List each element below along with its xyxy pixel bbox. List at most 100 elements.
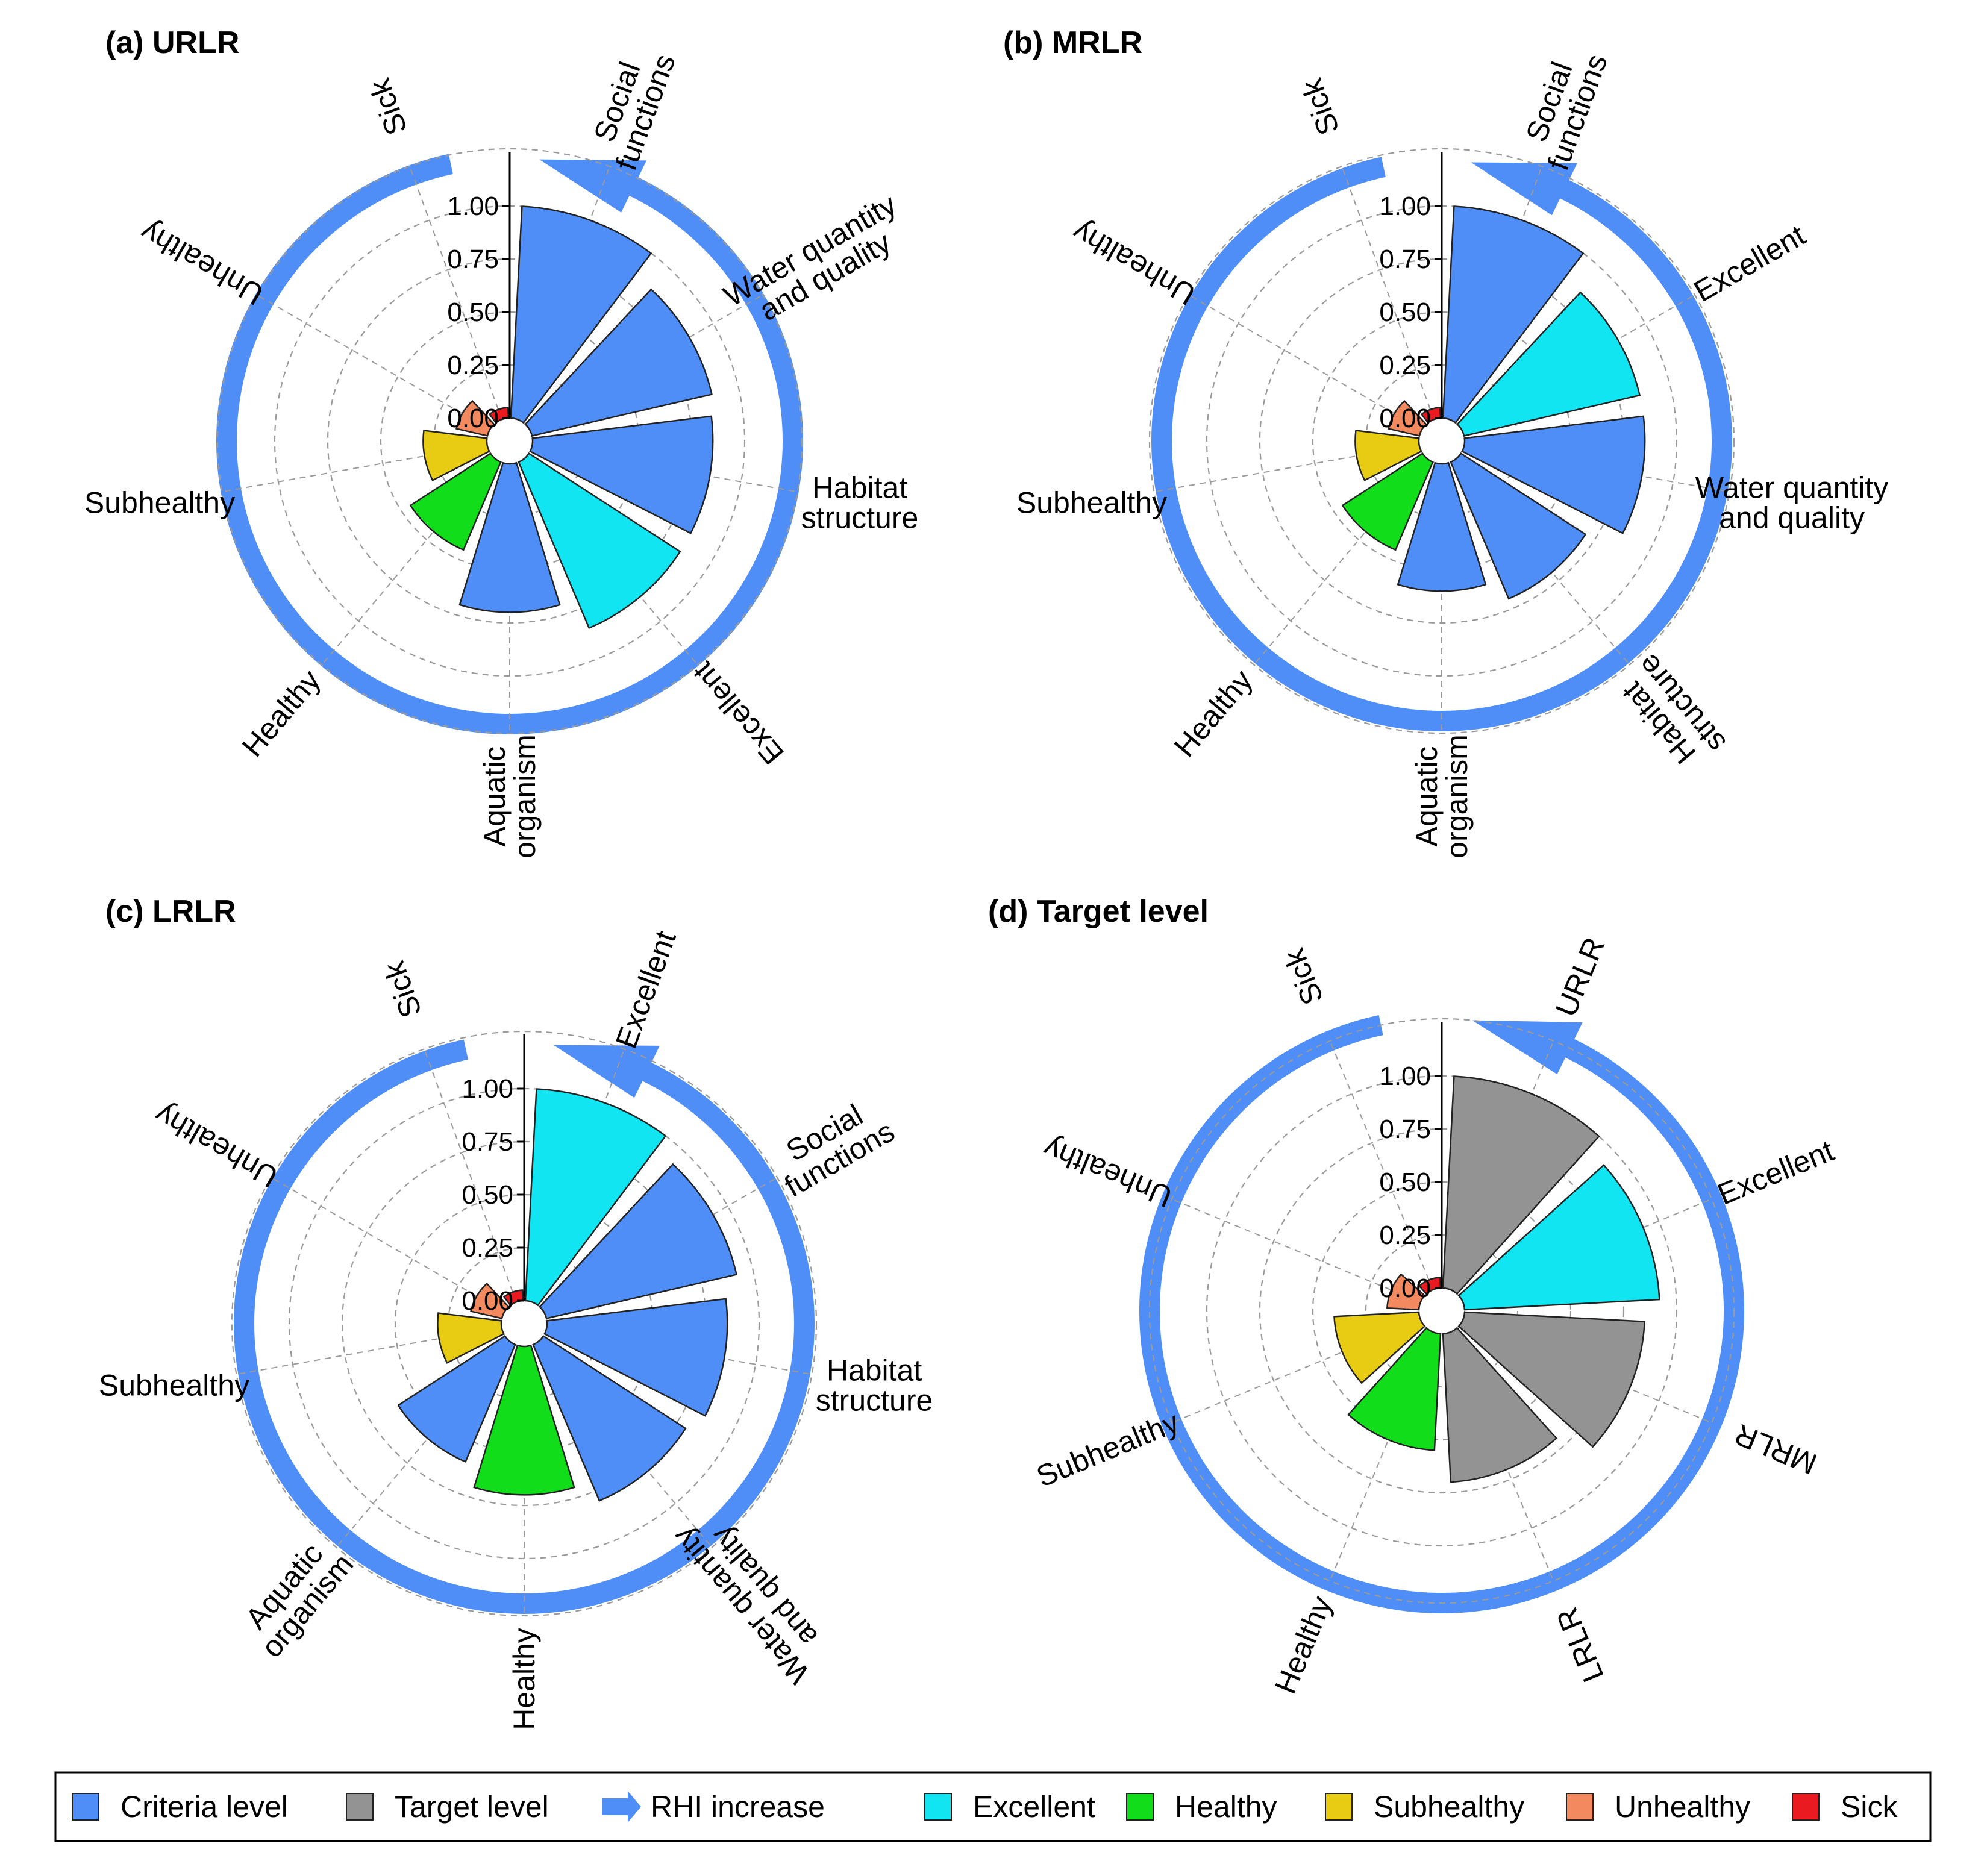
bar-excellent bbox=[518, 452, 681, 630]
category-label: Healthy bbox=[507, 1628, 541, 1730]
outer-grid-circle bbox=[231, 1030, 818, 1617]
radial-tick-label: 0.75 bbox=[1379, 245, 1431, 274]
bar-aquatic-organism bbox=[397, 1334, 516, 1463]
bar-healthy bbox=[1341, 452, 1434, 551]
bar-habitat-structure bbox=[543, 1298, 728, 1417]
bar-subhealthy bbox=[1333, 1311, 1426, 1384]
grid-circle bbox=[1365, 1234, 1519, 1388]
grid-spoke bbox=[1188, 294, 1422, 430]
radial-tick-label: 1.00 bbox=[462, 1074, 513, 1104]
bar-subhealthy bbox=[422, 430, 490, 481]
bar-urlr bbox=[1442, 1075, 1600, 1295]
radial-tick-label: 0.00 bbox=[462, 1286, 513, 1316]
inner-circle bbox=[1418, 1287, 1465, 1334]
category-label: Aquaticorganism bbox=[1410, 734, 1474, 858]
rhi-arrow-head-icon bbox=[539, 159, 647, 213]
category-label-line: organism bbox=[508, 734, 542, 858]
bar-habitat-structure bbox=[1450, 452, 1587, 600]
bar-water-quantity-and-quality bbox=[532, 1334, 687, 1502]
bar-subhealthy bbox=[437, 1312, 505, 1364]
legend-label-target: Target level bbox=[395, 1790, 549, 1824]
rhi-arrow-head-icon bbox=[1471, 162, 1577, 216]
bar-sick bbox=[1420, 407, 1442, 424]
category-label-line: Subhealthy bbox=[1016, 486, 1167, 519]
category-label: Subhealthy bbox=[99, 1368, 249, 1402]
category-label-line: Water quantity bbox=[1695, 471, 1889, 504]
legend-swatch-criteria bbox=[72, 1793, 99, 1821]
legend-swatch-excellent bbox=[924, 1793, 952, 1821]
bar-unhealthy bbox=[1388, 399, 1427, 437]
legend-label-subhealthy: Subhealthy bbox=[1374, 1790, 1524, 1824]
bar-sick bbox=[502, 1289, 524, 1307]
bar-subhealthy bbox=[1354, 430, 1422, 481]
radial-tick-label: 0.25 bbox=[447, 351, 499, 380]
radial-tick-label: 1.00 bbox=[447, 192, 499, 221]
panel-title: (a) URLR bbox=[105, 25, 239, 60]
legend-swatch-sick bbox=[1792, 1793, 1820, 1821]
bar-lrlr bbox=[1442, 1327, 1558, 1483]
grid-spoke bbox=[1171, 1198, 1421, 1303]
category-label-line: structure bbox=[801, 501, 919, 534]
bar-excellent bbox=[1457, 1164, 1660, 1311]
radial-tick-label: 0.25 bbox=[1379, 351, 1431, 380]
panel-title: (d) Target level bbox=[988, 894, 1209, 929]
legend-swatch-subhealthy bbox=[1325, 1793, 1353, 1821]
radial-tick-label: 0.50 bbox=[1379, 1168, 1431, 1197]
category-label-line: and quality bbox=[1719, 501, 1865, 534]
category-label-line: structure bbox=[816, 1383, 933, 1417]
category-label-line: organism bbox=[1440, 734, 1474, 858]
legend-label-excellent: Excellent bbox=[973, 1790, 1095, 1824]
outer-grid-circle bbox=[216, 148, 803, 734]
panel-title: (c) LRLR bbox=[105, 894, 236, 929]
bar-sick bbox=[488, 407, 510, 424]
panel-a-urlr: (a) URLR 0.000.250.500.751.00Socialfunct… bbox=[84, 25, 918, 858]
bar-water-quantity-and-quality bbox=[1461, 415, 1646, 534]
bar-sick bbox=[1418, 1277, 1442, 1295]
category-label-line: Habitat bbox=[812, 471, 908, 504]
legend-label-healthy: Healthy bbox=[1175, 1790, 1277, 1824]
bar-aquatic-organism bbox=[1397, 461, 1487, 592]
bar-social-functions bbox=[510, 205, 652, 424]
bar-healthy bbox=[409, 452, 502, 551]
radial-tick-label: 0.50 bbox=[1379, 298, 1431, 327]
category-label-line: Aquatic bbox=[1410, 746, 1444, 847]
radial-tick-label: 0.75 bbox=[1379, 1115, 1431, 1144]
radial-tick-label: 1.00 bbox=[1379, 192, 1431, 221]
radial-tick-label: 1.00 bbox=[1379, 1062, 1431, 1091]
category-label-line: Aquatic bbox=[478, 746, 512, 847]
grid-spoke bbox=[1329, 1040, 1434, 1290]
legend-swatch-target bbox=[346, 1793, 374, 1821]
rhi-arrow-head-icon bbox=[553, 1045, 660, 1098]
bar-unhealthy bbox=[455, 399, 495, 437]
grid-spoke bbox=[256, 294, 490, 430]
outer-grid-circle bbox=[1148, 1018, 1735, 1604]
legend-label-arrow: RHI increase bbox=[651, 1790, 825, 1824]
bar-healthy bbox=[473, 1344, 575, 1496]
radial-tick-label: 0.00 bbox=[1379, 404, 1431, 433]
legend-label-criteria: Criteria level bbox=[120, 1790, 288, 1824]
radial-tick-label: 0.50 bbox=[447, 298, 499, 327]
grid-spoke bbox=[271, 1177, 505, 1313]
radial-tick-label: 0.25 bbox=[1379, 1221, 1431, 1250]
bar-water-quantity-and-quality bbox=[524, 288, 713, 437]
bar-mrlr bbox=[1457, 1311, 1646, 1448]
bar-social-functions bbox=[1442, 205, 1585, 424]
grid-spoke bbox=[409, 166, 502, 420]
bar-unhealthy bbox=[470, 1282, 510, 1319]
legend-label-unhealthy: Unhealthy bbox=[1615, 1790, 1750, 1824]
outer-grid-circle bbox=[1148, 148, 1735, 734]
bar-unhealthy bbox=[1386, 1273, 1426, 1311]
bar-social-functions bbox=[539, 1163, 738, 1319]
legend-swatch-unhealthy bbox=[1566, 1793, 1594, 1821]
category-label-line: Habitat bbox=[827, 1353, 922, 1387]
category-label: Subhealthy bbox=[84, 486, 235, 519]
radial-tick-label: 0.50 bbox=[462, 1180, 513, 1210]
rhi-arrow-head-icon bbox=[1472, 1020, 1583, 1075]
category-label-line: Healthy bbox=[507, 1628, 541, 1730]
bar-habitat-structure bbox=[529, 415, 714, 534]
